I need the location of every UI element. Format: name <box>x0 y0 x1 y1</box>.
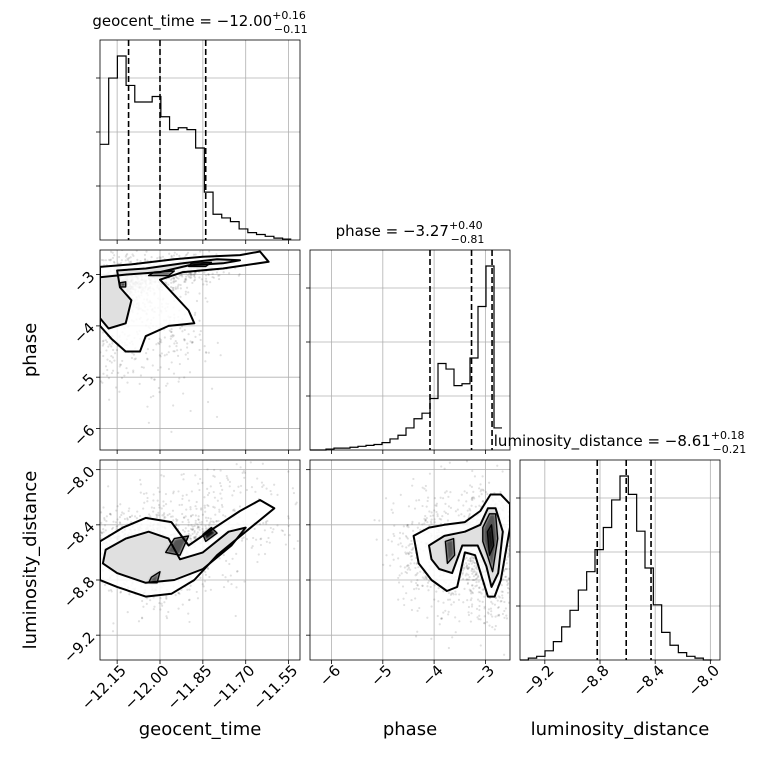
contour-line <box>101 526 247 584</box>
y-tick-label: −5 <box>70 370 98 398</box>
histogram-geocent_time <box>100 55 292 240</box>
title-geocent_time: geocent_time = −12.00+0.16 −0.11 <box>92 9 307 36</box>
x-axis-label-geocent_time: geocent_time <box>139 719 262 740</box>
x-tick-label: −3 <box>470 662 498 690</box>
x-tick-label: −12.15 <box>78 662 130 714</box>
y-axis-label-luminosity_distance: luminosity_distance <box>20 471 41 650</box>
y-tick-label: −8.0 <box>60 463 98 501</box>
contours-2-1 <box>412 493 510 598</box>
x-tick-label: −8.4 <box>629 662 667 700</box>
x-tick-label: −4 <box>418 662 446 690</box>
panel-frame <box>99 459 301 661</box>
x-tick-label: −11.85 <box>164 662 216 714</box>
panel-frame <box>309 459 511 661</box>
y-tick-label: −3 <box>70 268 98 296</box>
contour-line <box>202 526 218 543</box>
x-tick-label: −11.55 <box>249 662 301 714</box>
x-tick-label: −6 <box>316 662 344 690</box>
y-tick-label: −9.2 <box>60 628 98 666</box>
panel-frame <box>309 249 511 451</box>
x-tick-label: −8.8 <box>574 662 612 700</box>
contour-line <box>100 250 270 353</box>
x-tick-label: −5 <box>367 662 395 690</box>
contour-line <box>428 507 504 588</box>
contour-line <box>164 535 190 556</box>
contours-1-0 <box>100 250 270 353</box>
x-tick-label: −9.2 <box>519 662 557 700</box>
title-luminosity_distance: luminosity_distance = −8.61+0.18 −0.21 <box>494 429 746 456</box>
contour-line <box>486 524 495 556</box>
panel-frame <box>519 459 721 661</box>
x-axis-label-luminosity_distance: luminosity_distance <box>531 719 710 740</box>
panel-frame <box>99 39 301 241</box>
x-tick-label: −12.00 <box>121 662 173 714</box>
x-tick-label: −8.0 <box>685 662 723 700</box>
panel-frame <box>99 249 301 451</box>
y-tick-label: −6 <box>70 421 98 449</box>
x-axis-label-phase: phase <box>383 719 437 740</box>
contours-2-0 <box>100 499 276 598</box>
contour-line <box>444 537 456 565</box>
contour-line <box>147 270 176 277</box>
x-tick-label: −11.70 <box>206 662 258 714</box>
y-tick-label: −8.8 <box>60 573 98 611</box>
contour-line <box>482 513 499 573</box>
y-axis-label-phase: phase <box>20 323 41 377</box>
histogram-phase <box>310 265 502 451</box>
y-tick-label: −4 <box>70 319 98 347</box>
histogram-luminosity_distance <box>520 475 712 661</box>
contour-line <box>412 493 510 598</box>
contour-line <box>100 499 276 598</box>
density-2-0 <box>100 500 275 597</box>
y-tick-label: −8.4 <box>60 518 98 556</box>
contour-line <box>119 281 127 288</box>
title-phase: phase = −3.27+0.40 −0.81 <box>336 219 485 246</box>
contour-line <box>100 258 241 330</box>
contour-line <box>187 261 213 268</box>
contour-line <box>147 571 161 584</box>
